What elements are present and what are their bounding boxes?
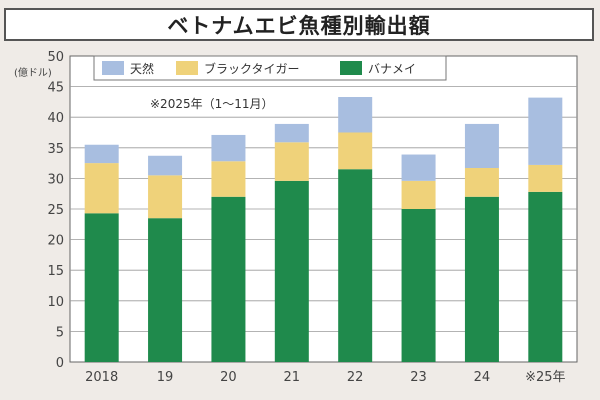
y-tick-label: 25 [47, 203, 64, 218]
bar-segment [148, 175, 183, 219]
bar-segment [274, 180, 309, 362]
bar-segment [528, 164, 563, 192]
bar-segment [148, 218, 183, 362]
unit-label: (億ドル) [14, 66, 52, 79]
y-tick-label: 45 [47, 81, 64, 96]
legend-label: 天然 [130, 61, 154, 76]
bar-segment [211, 134, 246, 162]
chart-note: ※2025年（1～11月） [150, 97, 274, 111]
y-tick-label: 20 [47, 234, 64, 249]
y-tick-labels: 0 5 10 15 20 25 30 35 40 45 50 [47, 50, 64, 371]
x-tick-label: 22 [347, 370, 364, 385]
legend-swatch [340, 61, 362, 75]
x-tick-label: 2018 [85, 370, 118, 385]
bar-segment [528, 97, 563, 165]
bar-segment [148, 155, 183, 176]
x-tick-label: ※25年 [525, 370, 565, 385]
bar-segment [464, 196, 499, 362]
bar-segment [464, 167, 499, 197]
y-tick-label: 10 [47, 295, 64, 310]
x-tick-label: 23 [410, 370, 427, 385]
x-tick-label: 20 [220, 370, 237, 385]
y-tick-label: 30 [47, 172, 64, 187]
bar-segment [211, 196, 246, 362]
x-tick-label: 24 [474, 370, 491, 385]
bar-segment [211, 161, 246, 197]
legend-label: ブラックタイガー [204, 61, 300, 76]
y-tick-label: 5 [56, 325, 64, 340]
x-tick-label: 21 [284, 370, 301, 385]
bar-segment [84, 144, 119, 164]
legend-swatch [102, 61, 124, 75]
bar-segment [338, 169, 373, 362]
bar-segment [338, 132, 373, 170]
bar-segment [528, 191, 563, 362]
bar-segment [401, 180, 436, 209]
legend: 天然 ブラックタイガー バナメイ [93, 55, 447, 81]
y-tick-label: 0 [56, 356, 64, 371]
bar-segment [464, 123, 499, 168]
legend-box [93, 55, 447, 81]
bar-segment [84, 213, 119, 362]
bars [84, 97, 563, 362]
chart-title: ベトナムエビ魚種別輸出額 [167, 13, 431, 38]
bar-segment [274, 142, 309, 181]
bar-segment [274, 123, 309, 143]
bar-segment [338, 97, 373, 133]
legend-label: バナメイ [368, 62, 416, 76]
x-tick-label: 19 [157, 370, 174, 385]
bar-segment [401, 209, 436, 362]
bar-segment [84, 163, 119, 214]
legend-swatch [176, 61, 198, 75]
x-tick-labels: 2018 19 20 21 22 23 24 ※25年 [85, 370, 565, 385]
y-tick-label: 35 [47, 142, 64, 157]
y-tick-label: 40 [47, 111, 64, 126]
bar-segment [401, 154, 436, 181]
y-tick-label: 50 [47, 50, 64, 65]
chart-title-box: ベトナムエビ魚種別輸出額 [4, 8, 594, 41]
y-tick-label: 15 [47, 264, 64, 279]
